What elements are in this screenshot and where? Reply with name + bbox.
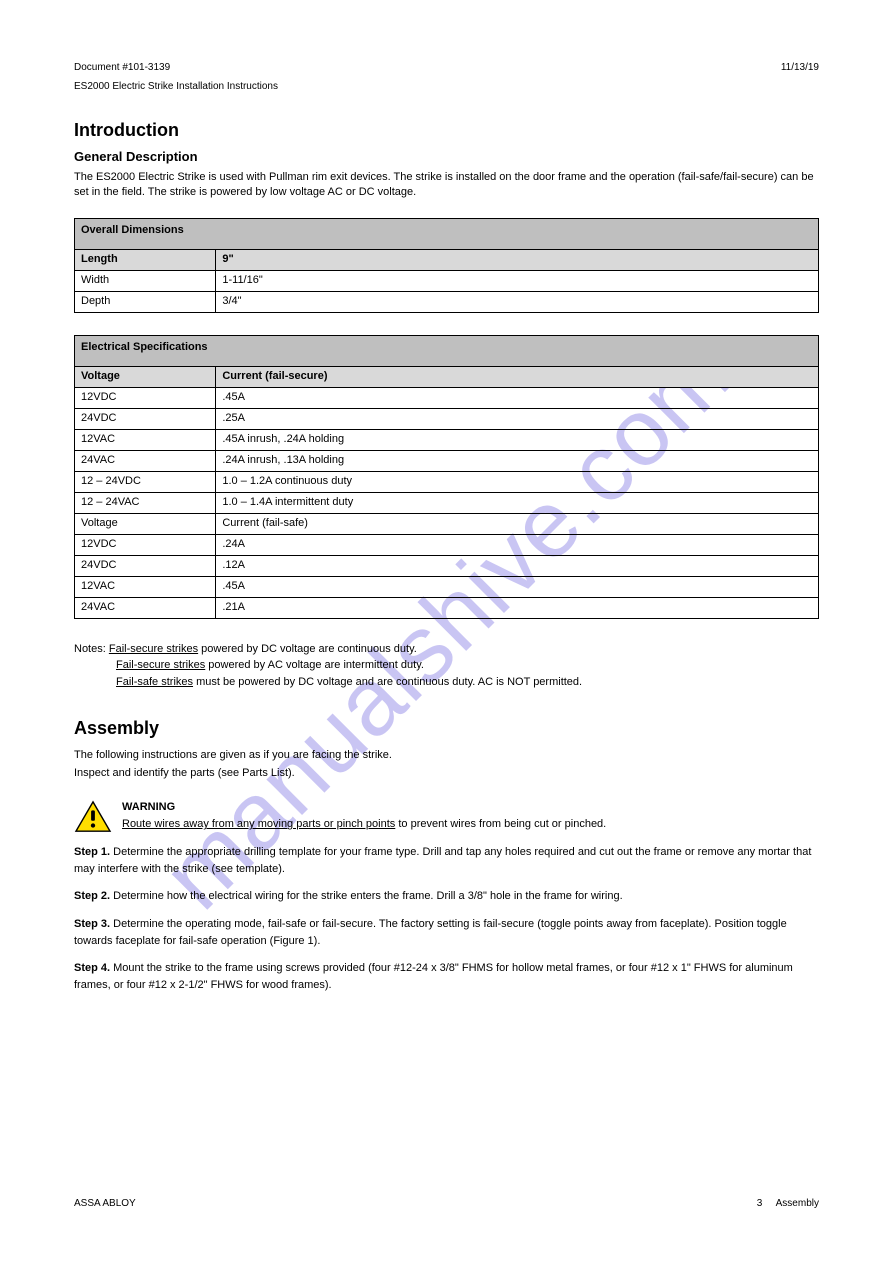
step-body: Determine how the electrical wiring for … bbox=[110, 890, 623, 902]
table-row: 12VAC.45A bbox=[75, 576, 819, 597]
step-body: Determine the operating mode, fail-safe … bbox=[74, 918, 787, 947]
footer-page-number: 3 bbox=[757, 1198, 763, 1209]
note-line: Fail-safe strikes must be powered by DC … bbox=[116, 674, 819, 691]
header-title: ES2000 Electric Strike Installation Inst… bbox=[74, 81, 819, 92]
table-cell: Current (fail-secure) bbox=[216, 366, 819, 387]
table-title: Overall Dimensions bbox=[75, 218, 819, 249]
footer-section-label: Assembly bbox=[776, 1198, 819, 1209]
step-title: Step 2. bbox=[74, 890, 110, 902]
footer-right: 3 Assembly bbox=[757, 1198, 819, 1209]
section-assembly-title: Assembly bbox=[74, 718, 819, 739]
table-cell: 24VAC bbox=[75, 597, 216, 618]
table-row: 12VDC.45A bbox=[75, 387, 819, 408]
table-cell: .12A bbox=[216, 555, 819, 576]
note-line: Notes: Fail-secure strikes powered by DC… bbox=[74, 641, 819, 658]
header-row: Document #101-3139 11/13/19 bbox=[74, 62, 819, 73]
note-underline: Fail-safe strikes bbox=[116, 676, 193, 688]
step-title: Step 1. bbox=[74, 846, 110, 858]
step-title: Step 4. bbox=[74, 962, 110, 974]
header-doc-id: Document #101-3139 bbox=[74, 62, 170, 73]
table-row: VoltageCurrent (fail-safe) bbox=[75, 513, 819, 534]
table-row: Overall Dimensions bbox=[75, 218, 819, 249]
intro-body: The ES2000 Electric Strike is used with … bbox=[74, 170, 819, 200]
table-cell: 24VDC bbox=[75, 408, 216, 429]
subsection-general-description: General Description bbox=[74, 149, 819, 164]
table-cell: .45A inrush, .24A holding bbox=[216, 429, 819, 450]
table-row: Depth 3/4" bbox=[75, 291, 819, 312]
table-cell: Voltage bbox=[75, 366, 216, 387]
table-cell: .45A bbox=[216, 576, 819, 597]
note-underline: Fail-secure strikes bbox=[116, 659, 205, 671]
table-row: 12 – 24VDC1.0 – 1.2A continuous duty bbox=[75, 471, 819, 492]
section-introduction-title: Introduction bbox=[74, 120, 819, 141]
step: Step 4. Mount the strike to the frame us… bbox=[74, 960, 819, 994]
table-cell: .24A bbox=[216, 534, 819, 555]
table-cell: 1.0 – 1.4A intermittent duty bbox=[216, 492, 819, 513]
table-cell: 3/4" bbox=[216, 291, 819, 312]
note-tail: must be powered by DC voltage and are co… bbox=[193, 676, 582, 688]
table-row: Width 1-11/16" bbox=[75, 270, 819, 291]
table-cell: 12VAC bbox=[75, 429, 216, 450]
step-title: Step 3. bbox=[74, 918, 110, 930]
warning-tail: to prevent wires from being cut or pinch… bbox=[395, 818, 606, 830]
assembly-intro-line: The following instructions are given as … bbox=[74, 747, 819, 765]
table-row: 24VAC.24A inrush, .13A holding bbox=[75, 450, 819, 471]
step: Step 2. Determine how the electrical wir… bbox=[74, 888, 819, 905]
table-cell: .21A bbox=[216, 597, 819, 618]
step-body: Mount the strike to the frame using scre… bbox=[74, 962, 793, 991]
table-cell: Length bbox=[75, 249, 216, 270]
warning-underline: Route wires away from any moving parts o… bbox=[122, 818, 395, 830]
table-row: 12VDC.24A bbox=[75, 534, 819, 555]
table-cell: 24VDC bbox=[75, 555, 216, 576]
table-row: 24VAC.21A bbox=[75, 597, 819, 618]
table-cell: Width bbox=[75, 270, 216, 291]
table-cell: .25A bbox=[216, 408, 819, 429]
assembly-intro: The following instructions are given as … bbox=[74, 747, 819, 782]
table-cell: 12VDC bbox=[75, 534, 216, 555]
table-cell: 12 – 24VAC bbox=[75, 492, 216, 513]
table-row: 12 – 24VAC1.0 – 1.4A intermittent duty bbox=[75, 492, 819, 513]
note-underline: Fail-secure strikes bbox=[109, 643, 198, 655]
table-title: Electrical Specifications bbox=[75, 335, 819, 366]
table-cell: 9" bbox=[216, 249, 819, 270]
table-cell: 1-11/16" bbox=[216, 270, 819, 291]
footer-brand: ASSA ABLOY bbox=[74, 1198, 136, 1209]
step: Step 3. Determine the operating mode, fa… bbox=[74, 916, 819, 950]
warning-icon bbox=[74, 800, 112, 834]
table-cell: .45A bbox=[216, 387, 819, 408]
step: Step 1. Determine the appropriate drilli… bbox=[74, 844, 819, 878]
table-row: 24VDC.12A bbox=[75, 555, 819, 576]
table-row: Length 9" bbox=[75, 249, 819, 270]
notes-block: Notes: Fail-secure strikes powered by DC… bbox=[74, 641, 819, 691]
note-tail: powered by DC voltage are continuous dut… bbox=[198, 643, 417, 655]
notes-label: Notes: bbox=[74, 643, 106, 655]
table-row: Voltage Current (fail-secure) bbox=[75, 366, 819, 387]
note-line: Fail-secure strikes powered by AC voltag… bbox=[116, 657, 819, 674]
step-body: Determine the appropriate drilling templ… bbox=[74, 846, 811, 875]
table-row: 24VDC.25A bbox=[75, 408, 819, 429]
table-cell: 1.0 – 1.2A continuous duty bbox=[216, 471, 819, 492]
table-cell: Voltage bbox=[75, 513, 216, 534]
warning-block: WARNING Route wires away from any moving… bbox=[74, 800, 819, 834]
header-date: 11/13/19 bbox=[781, 62, 819, 73]
page-content: Document #101-3139 11/13/19 ES2000 Elect… bbox=[0, 0, 893, 994]
warning-title: WARNING bbox=[122, 800, 606, 816]
table-cell: 24VAC bbox=[75, 450, 216, 471]
table-row: 12VAC.45A inrush, .24A holding bbox=[75, 429, 819, 450]
table-electrical-specs: Electrical Specifications Voltage Curren… bbox=[74, 335, 819, 619]
table-cell: Depth bbox=[75, 291, 216, 312]
table-cell: Current (fail-safe) bbox=[216, 513, 819, 534]
table-cell: 12VDC bbox=[75, 387, 216, 408]
warning-text: WARNING Route wires away from any moving… bbox=[122, 800, 606, 833]
note-tail: powered by AC voltage are intermittent d… bbox=[205, 659, 424, 671]
table-cell: 12 – 24VDC bbox=[75, 471, 216, 492]
table-cell: .24A inrush, .13A holding bbox=[216, 450, 819, 471]
assembly-intro-line: Inspect and identify the parts (see Part… bbox=[74, 765, 819, 783]
table-row: Electrical Specifications bbox=[75, 335, 819, 366]
footer: ASSA ABLOY 3 Assembly bbox=[74, 1198, 819, 1209]
table-overall-dimensions: Overall Dimensions Length 9" Width 1-11/… bbox=[74, 218, 819, 313]
table-cell: 12VAC bbox=[75, 576, 216, 597]
